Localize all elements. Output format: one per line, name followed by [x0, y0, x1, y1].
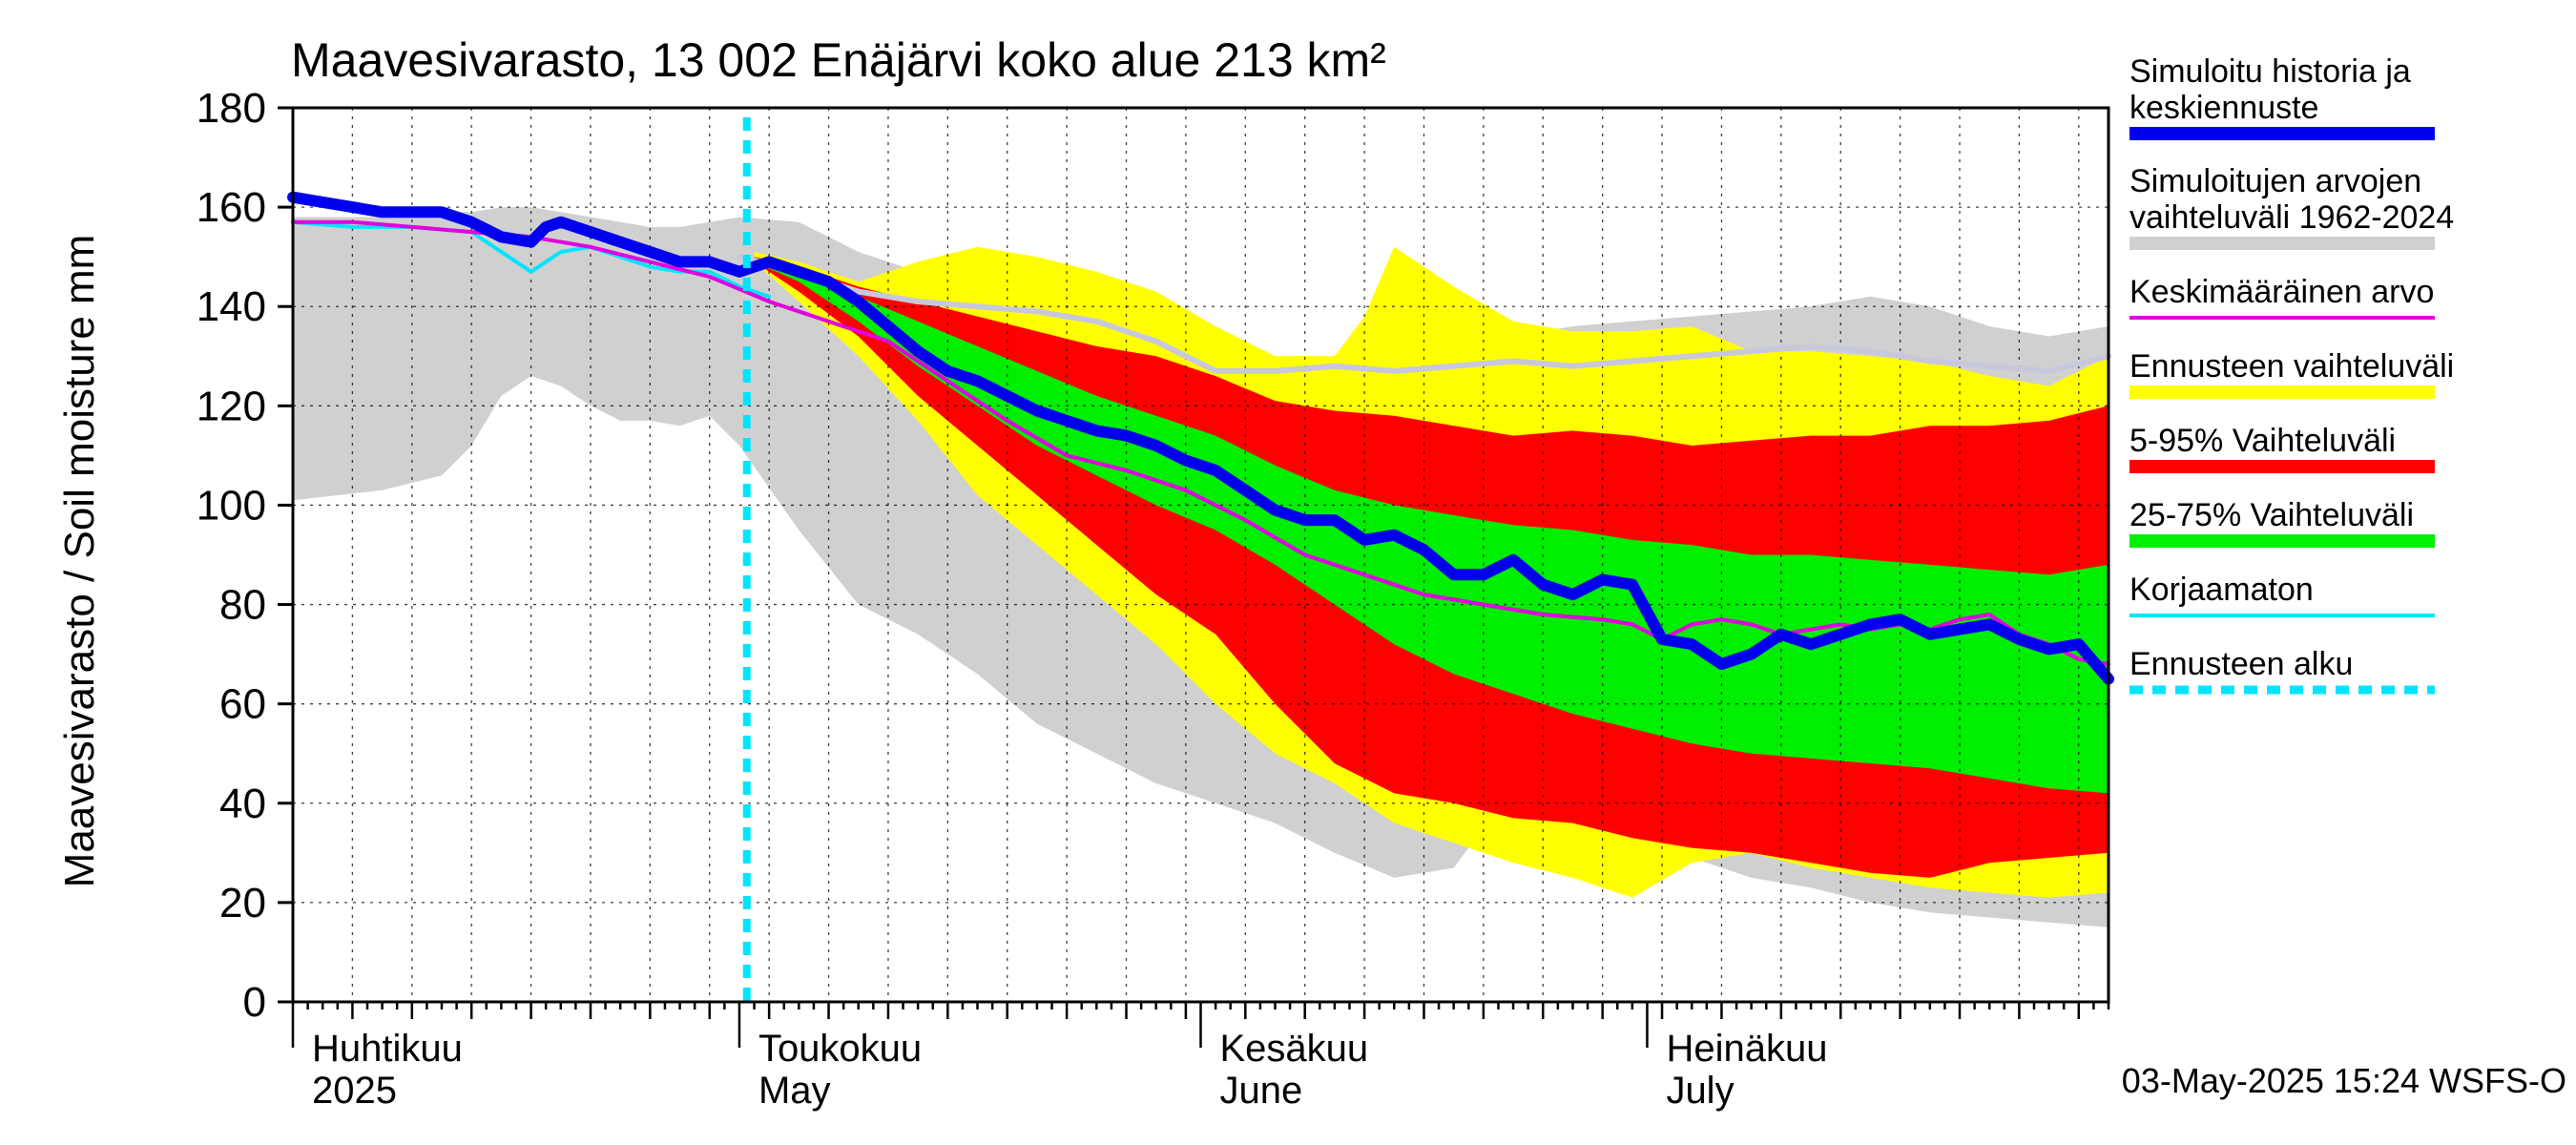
y-tick-label-100: 100 [197, 482, 266, 529]
y-axis-label: Maavesivarasto / Soil moisture mm [56, 235, 103, 888]
y-tick-label-20: 20 [219, 880, 266, 926]
legend-item-korjaamaton: Korjaamaton [2129, 572, 2435, 617]
y-tick-label-80: 80 [219, 582, 266, 629]
legend-label-ennusteen-vaihteluv-li: Ennusteen vaihteluväli [2129, 348, 2454, 385]
month-label-kes-kuu: Kesäkuu [1220, 1028, 1369, 1070]
line-history-median [737, 254, 2111, 374]
legend-label-simuloitujen-arvojen-vaihteluv-li-1962-2024-line-2: vaihteluväli 1962-2024 [2129, 199, 2454, 236]
timestamp: 03-May-2025 15:24 WSFS-O [2122, 1061, 2566, 1100]
legend-label-simuloitu-historia-ja-keskiennuste-line-1: Simuloitu historia ja [2129, 53, 2411, 90]
legend-item-keskim-r-inen-arvo: Keskimääräinen arvo [2129, 274, 2435, 320]
legend-label-5-95-vaihteluv-li: 5-95% Vaihteluväli [2129, 423, 2396, 459]
y-tick-label-180: 180 [197, 85, 266, 132]
month-sublabel-2025: 2025 [312, 1070, 397, 1112]
legend-label-korjaamaton: Korjaamaton [2129, 572, 2314, 608]
band-25-75-vaihteluv-li [754, 261, 2109, 794]
legend: Simuloitu historia jakeskiennusteSimuloi… [2129, 53, 2454, 695]
legend-label-simuloitu-historia-ja-keskiennuste-line-2: keskiennuste [2129, 90, 2318, 126]
month-label-toukokuu: Toukokuu [758, 1028, 922, 1070]
bands-layer [293, 207, 2109, 927]
y-tick-label-160: 160 [197, 184, 266, 231]
month-label-hein-kuu: Heinäkuu [1666, 1028, 1827, 1070]
legend-item-25-75-vaihteluv-li: 25-75% Vaihteluväli [2129, 497, 2435, 548]
legend-item-ennusteen-vaihteluv-li: Ennusteen vaihteluväli [2129, 348, 2454, 399]
chart-title: Maavesivarasto, 13 002 Enäjärvi koko alu… [291, 33, 1386, 87]
legend-item-ennusteen-alku: Ennusteen alku [2129, 646, 2435, 695]
y-tick-label-0: 0 [243, 979, 266, 1026]
legend-item-5-95-vaihteluv-li: 5-95% Vaihteluväli [2129, 423, 2435, 473]
y-tick-label-60: 60 [219, 681, 266, 728]
month-sublabel-july: July [1666, 1070, 1734, 1112]
y-tick-label-120: 120 [197, 383, 266, 429]
month-label-huhtikuu: Huhtikuu [312, 1028, 463, 1070]
month-sublabel-may: May [758, 1070, 831, 1112]
y-tick-label-40: 40 [219, 781, 266, 827]
legend-label-25-75-vaihteluv-li: 25-75% Vaihteluväli [2129, 497, 2414, 533]
y-tick-label-140: 140 [197, 283, 266, 330]
line-simuloitu-historia [287, 191, 2114, 685]
legend-label-keskim-r-inen-arvo: Keskimääräinen arvo [2129, 274, 2434, 310]
month-sublabel-june: June [1220, 1070, 1303, 1112]
lines-layer [287, 117, 2114, 1002]
legend-label-simuloitujen-arvojen-vaihteluv-li-1962-2024-line-1: Simuloitujen arvojen [2129, 163, 2421, 199]
legend-label-ennusteen-alku: Ennusteen alku [2129, 646, 2353, 682]
grid-layer [293, 108, 2109, 1002]
